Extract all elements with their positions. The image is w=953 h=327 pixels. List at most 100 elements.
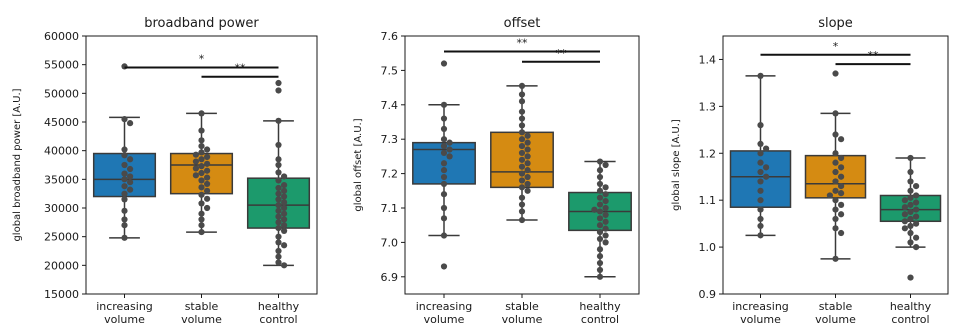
data-point	[907, 194, 914, 201]
data-point	[440, 101, 448, 108]
data-point	[602, 198, 609, 205]
data-point	[602, 211, 609, 218]
y-tick-label: 1.1	[699, 194, 717, 207]
data-point	[913, 220, 920, 227]
data-point	[602, 161, 609, 169]
data-point	[121, 196, 128, 203]
chart-title: slope	[818, 16, 853, 31]
data-point	[832, 225, 839, 232]
y-tick-label: 30000	[44, 202, 79, 215]
data-point	[757, 232, 764, 239]
data-point	[524, 173, 531, 181]
data-point	[275, 156, 282, 163]
data-point	[907, 222, 914, 230]
data-point	[907, 215, 914, 223]
data-point	[121, 216, 128, 223]
data-point	[198, 191, 205, 198]
data-point	[901, 218, 909, 225]
data-point	[198, 137, 205, 144]
data-point	[907, 239, 914, 246]
data-point	[198, 127, 205, 134]
data-point	[757, 140, 764, 147]
significance-label: **	[235, 62, 247, 75]
data-point	[121, 207, 128, 214]
data-point	[204, 167, 211, 174]
data-point	[281, 242, 288, 249]
data-point	[518, 201, 526, 208]
data-point	[596, 187, 604, 194]
data-point	[838, 164, 845, 171]
data-point	[275, 169, 282, 176]
data-point	[275, 196, 282, 203]
data-point	[602, 218, 609, 225]
data-point	[596, 266, 604, 274]
panel-2: offset global offset [A.U.] 6.9 7.0 7.1 7.2 7.…	[353, 16, 640, 326]
data-point	[524, 160, 531, 167]
data-point	[596, 253, 604, 260]
y-tick-label: 40000	[44, 145, 79, 158]
y-tick-label: 55000	[44, 59, 79, 72]
significance-label: *	[833, 40, 839, 53]
data-point	[121, 146, 128, 153]
data-point	[524, 139, 531, 146]
data-point	[596, 158, 604, 165]
y-tick-label: 7.6	[381, 30, 399, 43]
data-point	[832, 150, 839, 157]
data-point	[127, 179, 134, 186]
data-point	[826, 192, 834, 199]
data-point	[596, 173, 604, 181]
data-point	[602, 239, 609, 246]
data-point	[275, 87, 282, 94]
data-point	[907, 274, 914, 281]
y-tick-label: 15000	[44, 288, 79, 301]
data-point	[198, 222, 205, 229]
data-point	[757, 187, 764, 194]
data-point	[192, 172, 199, 179]
data-point	[127, 173, 134, 180]
data-point	[198, 169, 205, 177]
data-point	[907, 154, 914, 162]
data-point	[440, 149, 448, 157]
data-point	[838, 229, 845, 237]
data-point	[440, 167, 448, 174]
data-point	[757, 150, 764, 157]
y-tick-label: 20000	[44, 259, 79, 272]
data-point	[440, 263, 448, 270]
data-point	[524, 180, 531, 188]
data-point	[121, 170, 128, 177]
data-point	[518, 142, 526, 150]
data-point	[275, 213, 282, 220]
x-tick-label: healthy	[890, 300, 932, 313]
data-point	[440, 215, 448, 222]
data-point	[204, 146, 211, 153]
data-point	[757, 178, 764, 185]
data-point	[440, 232, 448, 239]
data-point	[121, 234, 128, 241]
y-tick-label: 1.4	[699, 53, 717, 66]
data-point	[192, 158, 199, 165]
data-point	[440, 180, 448, 188]
x-tick-label: increasing	[732, 300, 789, 313]
data-point	[832, 187, 839, 194]
data-point	[204, 195, 211, 202]
y-tick-label: 7.0	[381, 236, 399, 249]
data-point	[838, 173, 845, 180]
y-tick-label: 7.3	[381, 133, 399, 146]
y-tick-label: 7.4	[381, 99, 399, 112]
data-point	[518, 177, 526, 184]
x-tick-label: stable	[505, 300, 539, 313]
data-point	[275, 224, 282, 232]
data-point	[275, 253, 282, 260]
y-tick-label: 1.2	[699, 147, 717, 160]
data-point	[275, 79, 282, 87]
data-point	[281, 216, 288, 223]
data-point	[907, 178, 914, 185]
data-point	[121, 152, 128, 159]
data-point	[907, 168, 914, 176]
data-point	[602, 191, 609, 198]
y-tick-label: 0.9	[699, 288, 717, 301]
significance-label: **	[868, 49, 880, 62]
data-point	[596, 215, 604, 222]
data-point	[602, 225, 609, 232]
data-point	[275, 190, 282, 197]
